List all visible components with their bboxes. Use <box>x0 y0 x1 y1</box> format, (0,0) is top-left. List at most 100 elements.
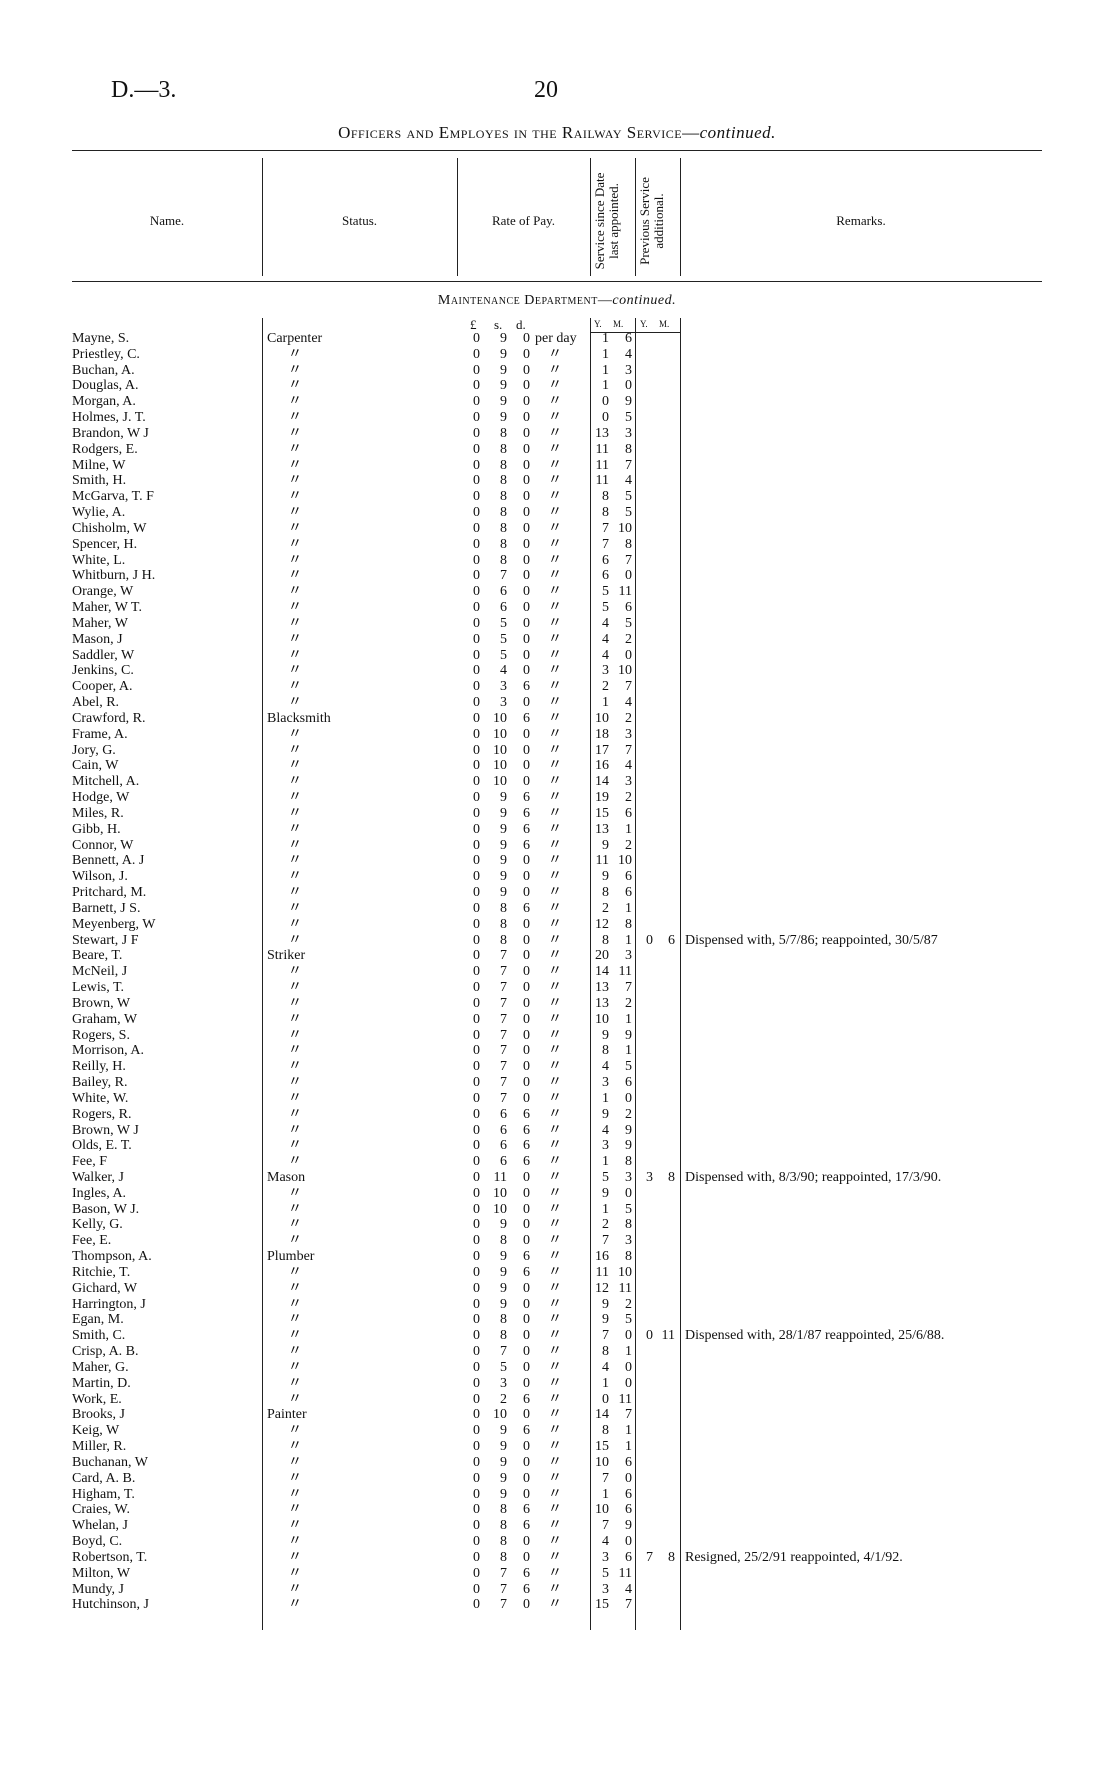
pence: 0 <box>523 663 530 679</box>
service-years: 13 <box>595 821 609 837</box>
service-months: 10 <box>618 520 632 536</box>
pounds: 0 <box>473 980 480 996</box>
unit: 〃 <box>548 1296 562 1312</box>
status: Mason <box>267 1169 306 1185</box>
service-years: 7 <box>602 1518 609 1534</box>
status: 〃 <box>288 1043 302 1059</box>
unit: 〃 <box>548 1375 562 1391</box>
pounds: 0 <box>473 710 480 726</box>
pence: 0 <box>523 600 530 616</box>
service-years: 1 <box>602 695 609 711</box>
service-years: 5 <box>602 584 609 600</box>
pence: 0 <box>523 695 530 711</box>
pence: 0 <box>523 1075 530 1090</box>
service-years: 7 <box>602 520 609 536</box>
service-months: 10 <box>618 1264 632 1280</box>
status: 〃 <box>288 916 302 932</box>
service-years: 11 <box>595 853 609 869</box>
pounds: 0 <box>473 995 480 1011</box>
title-suffix: continued. <box>699 123 776 142</box>
unit: 〃 <box>548 505 562 521</box>
pence: 0 <box>523 489 530 505</box>
service-months: 1 <box>625 1423 632 1439</box>
pence: 0 <box>523 964 530 980</box>
pence: 0 <box>523 520 530 536</box>
name: Pritchard, M. <box>72 885 147 901</box>
remarks: Dispensed with, 28/1/87 reappointed, 25/… <box>685 1328 945 1344</box>
status: 〃 <box>288 695 302 711</box>
unit: 〃 <box>548 1344 562 1360</box>
service-months: 4 <box>625 695 632 711</box>
unit: 〃 <box>548 853 562 869</box>
status: 〃 <box>288 758 302 774</box>
unit: 〃 <box>548 1407 562 1423</box>
service-years: 4 <box>602 647 609 663</box>
service-years: 11 <box>595 473 609 489</box>
status: 〃 <box>288 1391 302 1407</box>
pence: 0 <box>523 995 530 1011</box>
name: Morrison, A. <box>72 1043 144 1059</box>
status: 〃 <box>288 1581 302 1597</box>
pounds: 0 <box>473 1169 480 1185</box>
service-months: 8 <box>625 536 632 552</box>
status: 〃 <box>288 1597 302 1613</box>
pounds: 0 <box>473 885 480 901</box>
pence: 0 <box>523 726 530 742</box>
service-years: 7 <box>602 1233 609 1249</box>
name: Jenkins, C. <box>72 663 134 679</box>
name: Rodgers, E. <box>72 441 138 457</box>
unit: 〃 <box>548 837 562 853</box>
pounds: 0 <box>473 1011 480 1027</box>
service-months: 5 <box>625 615 632 631</box>
pounds: 0 <box>473 964 480 980</box>
status: 〃 <box>288 1106 302 1122</box>
status: 〃 <box>288 1201 302 1217</box>
status: Carpenter <box>267 331 323 346</box>
status: 〃 <box>288 600 302 616</box>
pounds: 0 <box>473 1138 480 1154</box>
name: Wylie, A. <box>72 505 126 521</box>
shillings: 8 <box>500 1518 507 1534</box>
name: Miles, R. <box>72 805 124 821</box>
shillings: 9 <box>500 853 507 869</box>
unit: 〃 <box>548 1597 562 1613</box>
unit: 〃 <box>548 441 562 457</box>
unit: 〃 <box>548 1027 562 1043</box>
pence: 0 <box>523 536 530 552</box>
pounds: 0 <box>473 1296 480 1312</box>
pounds: 0 <box>473 1534 480 1550</box>
shillings: 9 <box>500 1280 507 1296</box>
service-months: 0 <box>625 1359 632 1375</box>
service-months: 2 <box>625 790 632 806</box>
service-years: 0 <box>602 394 609 410</box>
name: Cooper, A. <box>72 679 133 695</box>
pounds: 0 <box>473 1075 480 1090</box>
name: Work, E. <box>72 1391 122 1407</box>
service-years: 14 <box>595 1407 609 1423</box>
pounds: 0 <box>473 489 480 505</box>
pence: 0 <box>523 346 530 362</box>
service-years: 2 <box>602 679 609 695</box>
pounds: 0 <box>473 520 480 536</box>
previous-months: 6 <box>668 932 675 948</box>
shillings: 11 <box>493 1169 507 1185</box>
shillings: 8 <box>500 520 507 536</box>
pounds: 0 <box>473 1549 480 1565</box>
name: Higham, T. <box>72 1486 135 1502</box>
pounds: 0 <box>473 1106 480 1122</box>
service-months: 7 <box>625 742 632 758</box>
pence: 0 <box>523 378 530 394</box>
service-years: 18 <box>595 726 609 742</box>
shillings: 10 <box>493 742 507 758</box>
previous-years: 0 <box>646 1328 653 1344</box>
unit: 〃 <box>548 900 562 916</box>
status: 〃 <box>288 1423 302 1439</box>
name: Milton, W <box>72 1565 131 1581</box>
pence: 0 <box>523 410 530 426</box>
name: Smith, C. <box>72 1328 126 1344</box>
shillings: 6 <box>500 584 507 600</box>
unit: 〃 <box>548 774 562 790</box>
status: 〃 <box>288 790 302 806</box>
name: Milne, W <box>72 457 126 473</box>
shillings: 8 <box>500 1312 507 1328</box>
